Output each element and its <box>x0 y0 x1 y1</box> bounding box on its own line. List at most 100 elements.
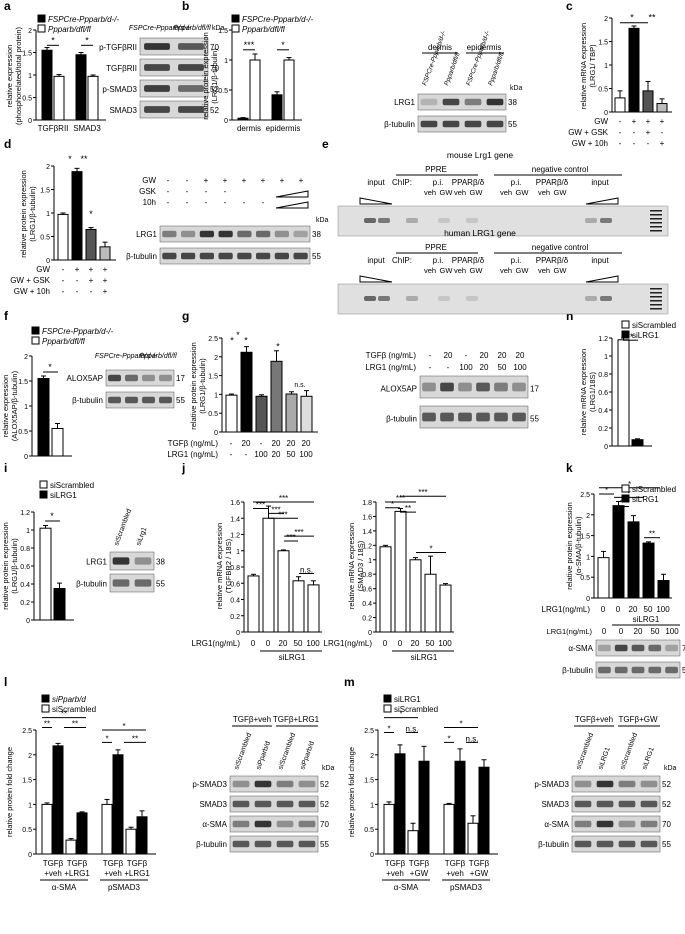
blot-row-label-l: β-tubulin <box>196 840 227 849</box>
blot-band-b <box>486 98 504 106</box>
blot-kda-unit-m: kDa <box>664 765 677 772</box>
blot-condition-sign-g: 20 <box>498 351 507 360</box>
condition-sign-g: 20 <box>242 439 251 448</box>
y-tick-label-f: 0.5 <box>18 429 28 436</box>
bar-m <box>467 822 479 855</box>
condition-label-c: GW + 10h <box>572 139 608 148</box>
gel-band-human <box>438 296 450 301</box>
blot-band-d <box>181 252 196 260</box>
blot-kda-b: 55 <box>508 120 517 129</box>
legend-entry-b: Ppparb/dfl/fl <box>242 25 285 34</box>
bar-d <box>85 228 97 261</box>
x-tick-label-a: TGFβRII <box>38 124 69 133</box>
condition-sign-d: - <box>90 287 93 296</box>
blot-strip-b <box>417 115 507 133</box>
blot-row-label-b: β-tubulin <box>384 120 415 129</box>
blot-condition-sign-d: - <box>186 198 189 207</box>
condition-sign-c: + <box>632 117 637 126</box>
blot-lane-label-f: Ppparb/dfl/fl <box>139 353 177 360</box>
y-tick-label-f: 2 <box>24 354 28 361</box>
condition-sign-g: 20 <box>272 439 281 448</box>
significance-d: * <box>68 154 72 164</box>
panel-a: 0 0.5 1 1.5 2 relative expression (phosphorela… <box>5 14 225 133</box>
y-tick-label-d: 1 <box>46 211 50 218</box>
gel-ladder-mouse <box>650 230 662 232</box>
panel-letter-c: c <box>566 0 573 13</box>
blot-lane-label-k: 50 <box>651 627 660 636</box>
significance-k: * <box>620 498 623 507</box>
blot-band-m <box>618 820 636 828</box>
blot-band-k <box>631 666 645 674</box>
y-tick-label-g: 1 <box>214 392 218 399</box>
gel-band-mouse <box>466 218 478 223</box>
significance-g: * <box>244 336 248 346</box>
blot-condition-sign-d: - <box>262 198 265 207</box>
blot-condition-sign-d: - <box>224 198 227 207</box>
x-tick-label-m: TGFβ <box>469 859 490 868</box>
blot-group-b: dermis <box>428 43 452 52</box>
blot-band-a <box>144 85 170 92</box>
blot-band-a <box>178 85 204 92</box>
blot-condition-label-d: 10h <box>143 198 156 207</box>
y-tick-label-a: 2 <box>28 28 32 35</box>
gel-ladder-human <box>650 300 662 302</box>
x-tick-label-b: dermis <box>237 124 261 133</box>
y-tick-label-m: 0 <box>370 852 374 859</box>
significance-g: * <box>276 341 280 351</box>
x-tick-label-k: 20 <box>629 605 638 614</box>
y-tick-label-a: 1.5 <box>22 51 32 58</box>
y-tick-label-h: 0.8 <box>598 372 608 379</box>
y-tick-label-b: 1 <box>224 58 228 65</box>
significance-a: * <box>85 36 89 46</box>
blot-strip-g <box>419 375 529 399</box>
y-tick-label-i: 1.2 <box>20 510 30 517</box>
x-tick-label-m: +GW <box>410 869 429 878</box>
legend-swatch-k <box>621 484 630 493</box>
condition-label-c: GW <box>594 117 608 126</box>
blot-lane-label-l: siPparb/d <box>299 740 316 770</box>
legend-entry-a: Ppparb/dfl/fl <box>48 25 91 34</box>
y-axis-label-j1: (TGFBR2 / 18S) <box>224 538 233 593</box>
blot-lane-label-b: FSPCre-Ppparb/d-/- <box>465 29 492 86</box>
y-tick-label-m: 2 <box>370 753 374 760</box>
blot-band-f <box>142 396 155 404</box>
x-tick-label-j1: 50 <box>294 639 303 648</box>
significance-j2: * <box>391 500 394 509</box>
y-tick-label-c: 0.5 <box>598 87 608 94</box>
x-tick-label-k: 100 <box>656 605 670 614</box>
chip-lane-label-human: input <box>591 256 609 265</box>
blot-band-m <box>618 780 636 788</box>
legend-entry-a: FSPCre-Ppparb/d-/- <box>48 15 119 24</box>
blot-strip-i <box>109 573 155 593</box>
y-tick-label-j1: 0.6 <box>230 581 240 588</box>
chip-sublane-label-human: veh <box>454 266 466 275</box>
blot-band-g <box>494 412 508 422</box>
legend-entry-h: siLRG1 <box>632 331 659 340</box>
blot-strip-a <box>139 58 209 77</box>
blot-kda-d: 55 <box>312 252 321 261</box>
y-axis-label-g: (LRG1/β-tubulin) <box>198 358 207 414</box>
significance-j1: *** <box>278 510 287 519</box>
y-tick-label-i: 0.2 <box>20 600 30 607</box>
blot-band-d <box>199 230 214 238</box>
condition-label-g: TGFβ (ng/mL) <box>168 439 219 448</box>
legend-entry-f: Ppparb/dfl/fl <box>42 337 85 346</box>
blot-strip-f <box>105 369 175 387</box>
legend-swatch-m <box>383 704 392 713</box>
blot-band-f <box>125 396 138 404</box>
blot-row-label-i: β-tubulin <box>76 580 107 589</box>
blot-kda-d: 38 <box>312 230 321 239</box>
x-tick-label-l: TGFβ <box>103 859 124 868</box>
bar-m <box>478 766 490 855</box>
blot-condition-sign-d: - <box>243 198 246 207</box>
y-axis-label-h: (LRG1/18S) <box>588 371 597 412</box>
blot-condition-sign-d: - <box>167 176 170 185</box>
x-tick-label-j1: 100 <box>306 639 320 648</box>
y-tick-label-c: 2 <box>604 16 608 23</box>
gel-band-human <box>378 296 390 301</box>
y-tick-label-j2: 0 <box>368 630 372 637</box>
bar-k <box>612 505 625 599</box>
blot-lane-label-m: siScrambled <box>575 732 595 771</box>
blot-band-k <box>665 666 678 674</box>
